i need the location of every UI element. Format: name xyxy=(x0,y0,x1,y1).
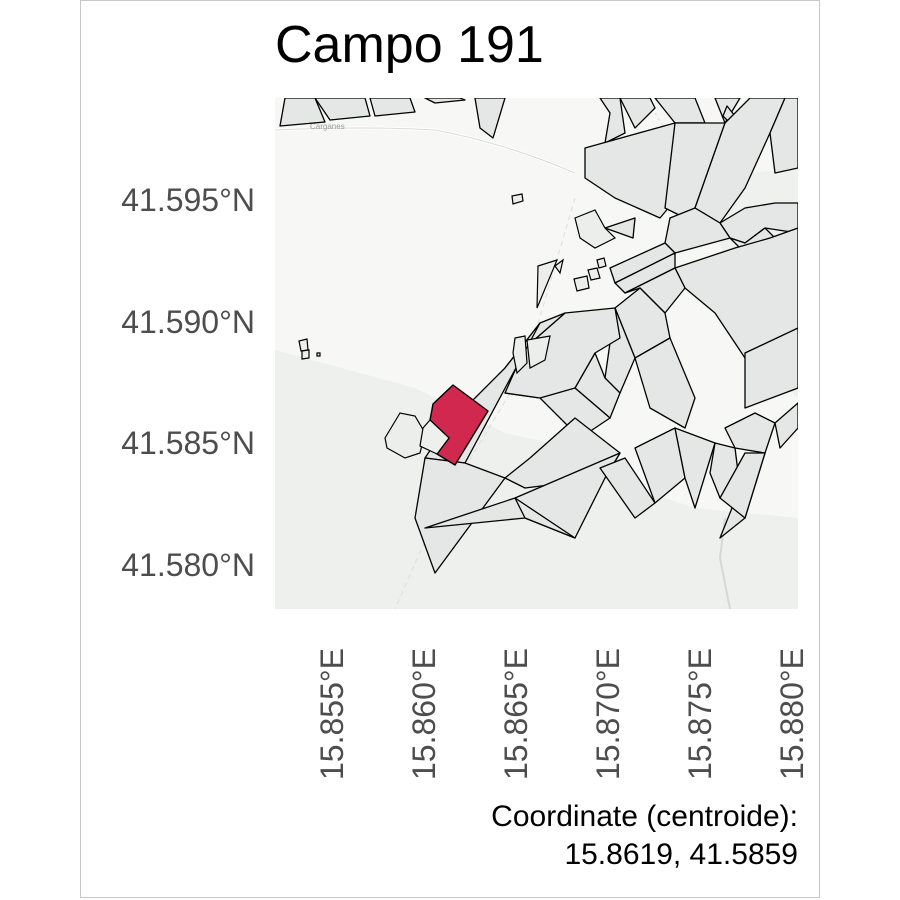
basemap-road xyxy=(275,127,576,174)
x-axis-tick-label: 15.865°E xyxy=(498,647,534,780)
parcel xyxy=(744,327,798,409)
parcel xyxy=(719,452,766,519)
x-axis-tick-label: 15.860°E xyxy=(406,647,442,780)
building-outline xyxy=(526,335,551,369)
building-outline xyxy=(573,275,590,292)
building-outline xyxy=(301,349,310,360)
parcel xyxy=(369,98,416,117)
parcel xyxy=(674,227,798,359)
building-outline xyxy=(536,259,559,309)
caption-heading: Coordinate (centroide): xyxy=(491,800,798,833)
x-axis-tick-label: 15.880°E xyxy=(774,647,810,780)
building-outline xyxy=(316,352,321,357)
parcel xyxy=(674,427,716,509)
map-title: Campo 191 xyxy=(275,16,544,74)
y-axis-tick-label: 41.580°N xyxy=(121,547,255,583)
building-outline xyxy=(298,338,309,352)
parcel xyxy=(619,98,656,129)
x-axis-tick-label: 15.855°E xyxy=(314,647,350,780)
parcel xyxy=(414,457,506,574)
building-outline xyxy=(512,335,528,375)
building-outline xyxy=(511,193,524,205)
parcel xyxy=(599,457,656,519)
parcel xyxy=(774,402,798,449)
map-panel: Carganes xyxy=(275,98,798,609)
parcel xyxy=(514,497,576,539)
parcel xyxy=(604,217,636,239)
y-axis-tick-label: 41.585°N xyxy=(121,425,255,461)
parcel-layer xyxy=(279,98,798,574)
building-outline xyxy=(574,209,617,249)
parcel xyxy=(474,98,506,139)
parcel xyxy=(314,98,371,121)
parcel xyxy=(624,267,686,314)
building-outline xyxy=(596,257,607,269)
x-axis-tick-label: 15.875°E xyxy=(682,647,718,780)
building-outline xyxy=(587,267,601,281)
parcel xyxy=(599,98,626,144)
highlighted-parcel-neighbor xyxy=(419,419,450,455)
y-axis-tick-label: 41.595°N xyxy=(121,182,255,218)
building-layer xyxy=(298,193,617,459)
centroid-caption: Coordinate (centroide): 15.8619, 41.5859 xyxy=(491,798,798,874)
parcel xyxy=(724,412,776,454)
basemap-place-label: Carganes xyxy=(310,122,345,131)
parcel xyxy=(634,337,696,429)
building-outline xyxy=(554,258,564,275)
parcel xyxy=(769,98,798,174)
basemap-road xyxy=(394,197,576,609)
caption-coordinates: 15.8619, 41.5859 xyxy=(564,838,798,871)
x-axis-tick-label: 15.870°E xyxy=(590,647,626,780)
y-axis-tick-label: 41.590°N xyxy=(121,304,255,340)
parcel xyxy=(279,98,326,127)
parcel xyxy=(424,98,466,104)
